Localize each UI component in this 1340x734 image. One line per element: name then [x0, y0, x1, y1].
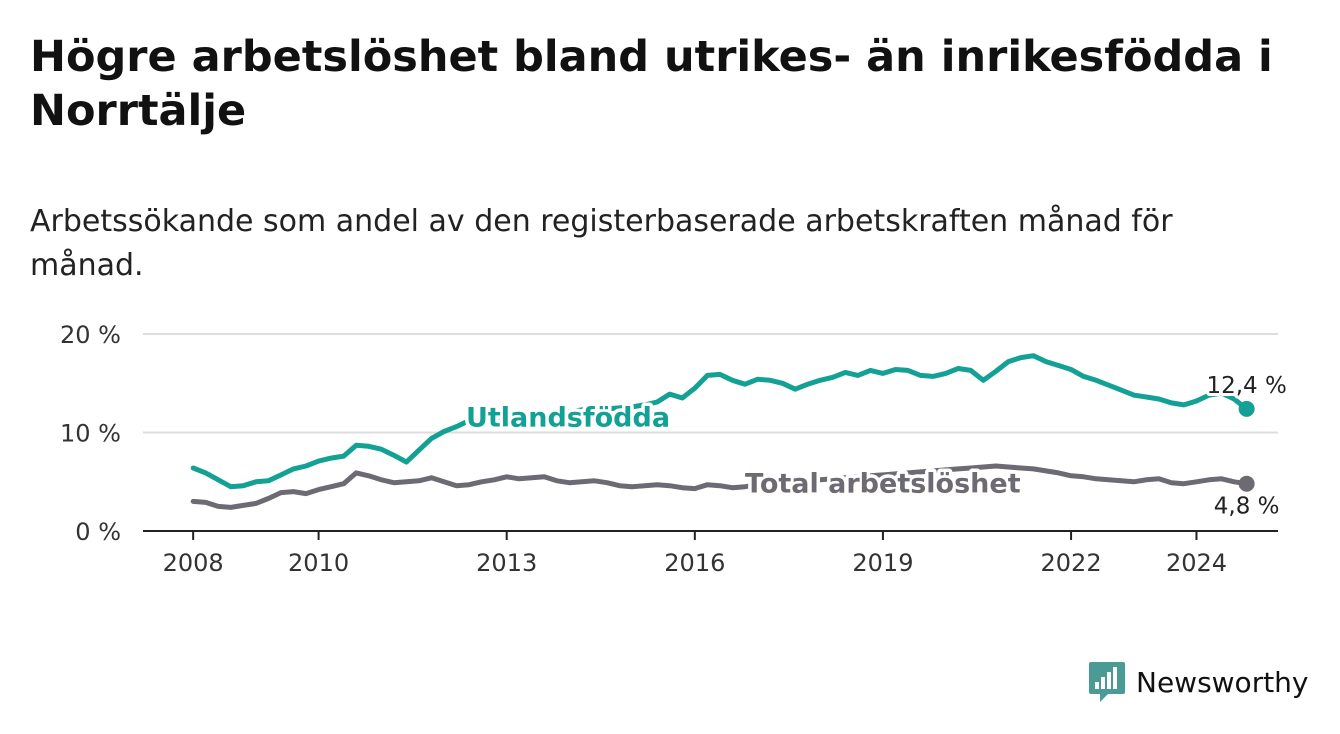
series-line-utlandsfödda — [190, 353, 1250, 490]
x-tick-label: 2016 — [664, 549, 725, 577]
chart-title: Högre arbetslöshet bland utrikes- än inr… — [30, 32, 1273, 136]
end-point-utlandsfödda — [1238, 400, 1255, 417]
y-axis-ticks: 0 % 10 % 20 % — [60, 321, 121, 546]
bar-chart-logo-icon — [1089, 662, 1125, 702]
x-tick-label: 2024 — [1166, 549, 1227, 577]
series-label-utlandsfödda: Utlandsfödda — [466, 403, 670, 434]
x-tick-label: 2019 — [852, 549, 913, 577]
y-tick-label: 10 % — [60, 420, 121, 448]
series-line-total-arbetslöshet — [190, 463, 1250, 510]
x-axis: 2008 2010 2013 2016 2019 2022 2024 — [143, 530, 1278, 577]
line-chart: 0 % 10 % 20 % 2008 2010 2013 2016 2019 2022 2024… — [60, 321, 1289, 577]
end-value-label-utlandsfödda: 12,4 % — [1206, 373, 1286, 399]
chart-subtitle: Arbetssökande som andel av den registerb… — [30, 204, 1173, 283]
brand-name: Newsworthy — [1136, 665, 1309, 699]
series-lines — [190, 353, 1255, 510]
x-tick-label: 2008 — [163, 549, 224, 577]
gridlines — [143, 333, 1278, 434]
series-labels: Utlandsfödda 12,4 % Total arbetslöshet 4,8 … — [462, 370, 1289, 523]
end-value-label-total-arbetslöshet: 4,8 % — [1214, 494, 1280, 520]
x-tick-label: 2022 — [1041, 549, 1102, 577]
end-point-total-arbetslöshet — [1238, 475, 1255, 492]
newsworthy-brand[interactable]: Newsworthy — [1088, 660, 1309, 704]
y-tick-label: 20 % — [60, 321, 121, 349]
series-label-total-arbetslöshet: Total arbetslöshet — [745, 469, 1021, 500]
y-tick-label: 0 % — [75, 518, 121, 546]
x-tick-label: 2013 — [476, 549, 537, 577]
x-tick-label: 2010 — [288, 549, 349, 577]
